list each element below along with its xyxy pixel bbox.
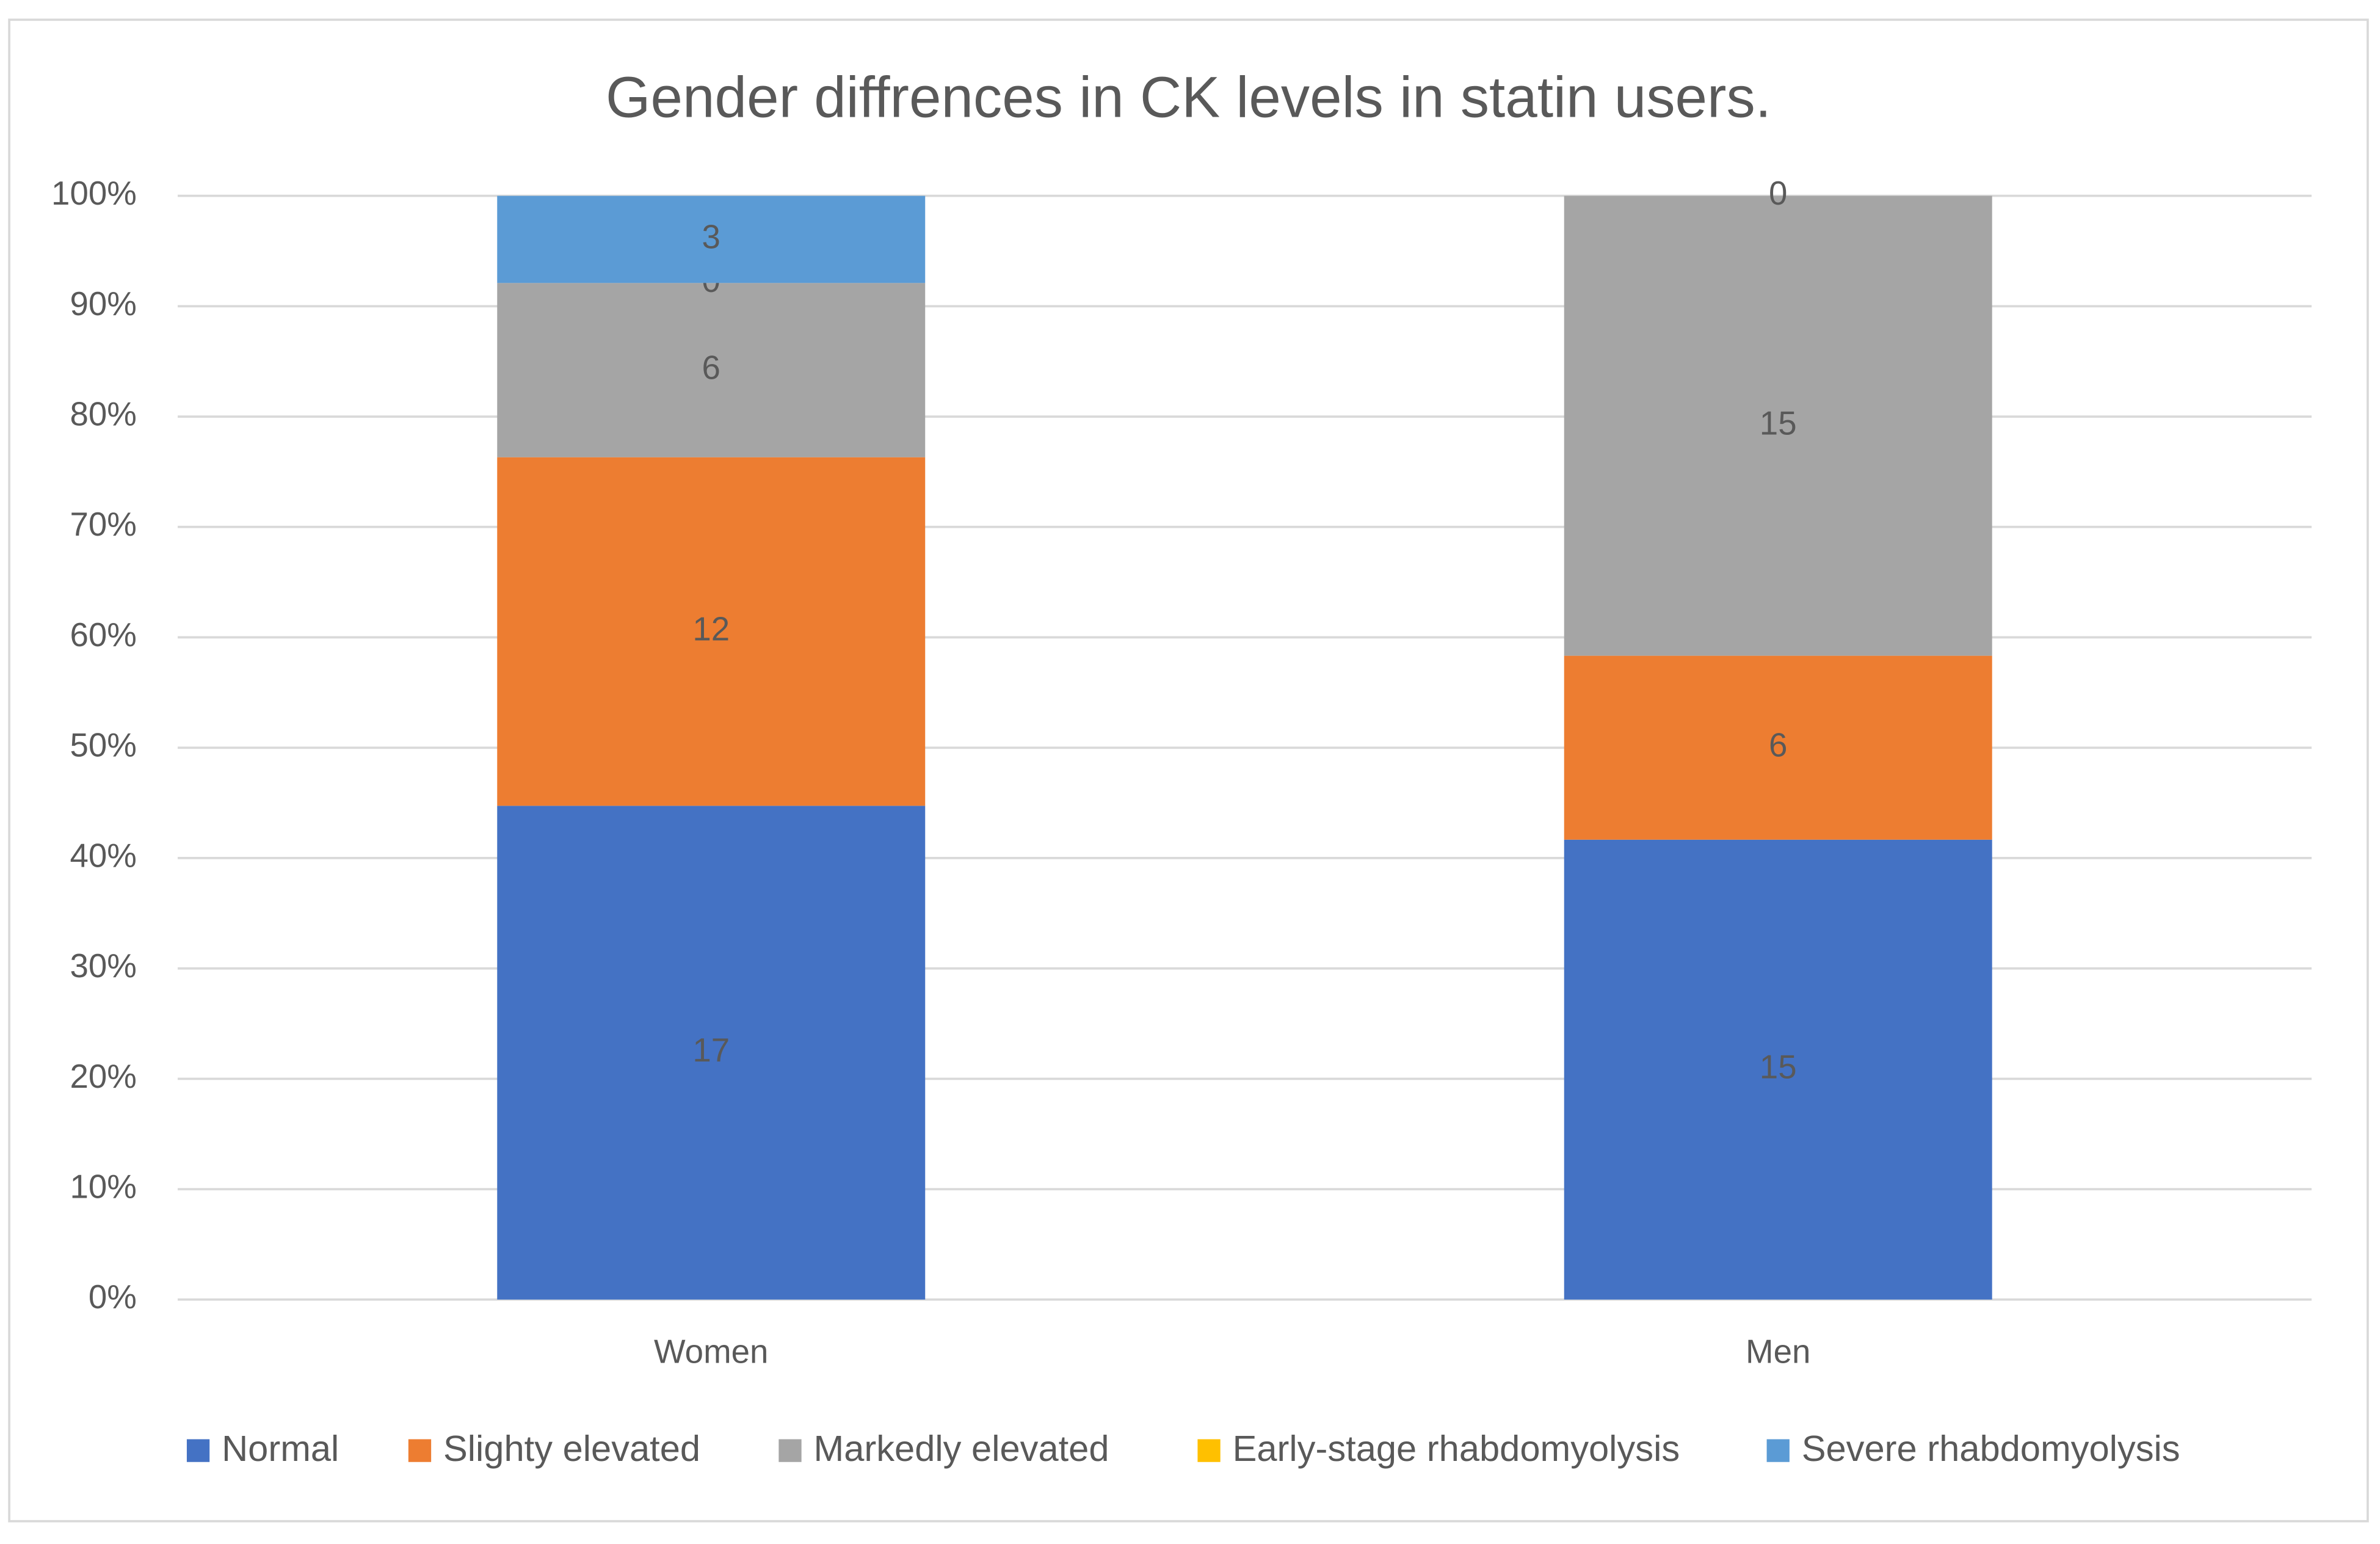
y-tick-label: 100%	[51, 174, 137, 212]
y-tick-label: 90%	[70, 285, 136, 322]
y-tick-label: 40%	[70, 836, 136, 874]
y-tick-label: 30%	[70, 947, 136, 985]
legend-label: Early-stage rhabdomyolysis	[1233, 1428, 1680, 1469]
y-tick-label: 70%	[70, 505, 136, 543]
legend-marker	[1766, 1439, 1790, 1462]
y-tick-label: 10%	[70, 1167, 136, 1205]
data-label: 17	[692, 1031, 730, 1069]
y-tick-label: 80%	[70, 395, 136, 433]
legend-marker	[186, 1439, 210, 1462]
y-tick-label: 0%	[89, 1278, 137, 1316]
bar-segment	[1564, 195, 1992, 656]
data-label: 15	[1760, 404, 1797, 442]
legend-marker	[408, 1439, 432, 1462]
y-tick-label: 60%	[70, 616, 136, 654]
data-label: 15	[1760, 1048, 1797, 1086]
data-label: 3	[702, 217, 720, 255]
legend-marker	[1197, 1439, 1221, 1462]
legend-label: Normal	[222, 1428, 339, 1469]
legend-marker	[778, 1439, 802, 1462]
bar-segment	[497, 283, 926, 457]
bar-segment	[1564, 839, 1992, 1300]
data-label: 0	[1769, 174, 1787, 212]
y-tick-label: 50%	[70, 726, 136, 764]
legend-label: Severe rhabdomyolysis	[1802, 1428, 2180, 1469]
chart-title: Gender diffrences in CK levels in statin…	[606, 65, 1771, 129]
bar-segment	[497, 457, 926, 806]
bar-segment	[497, 195, 926, 283]
legend-label: Markedly elevated	[814, 1428, 1109, 1469]
bar-segment	[1564, 655, 1992, 840]
x-tick-label: Men	[1746, 1333, 1810, 1371]
chart-border	[8, 18, 2369, 1523]
data-label: 6	[702, 348, 720, 386]
data-label: 12	[692, 610, 730, 647]
data-label: 6	[1769, 726, 1787, 764]
y-tick-label: 20%	[70, 1057, 136, 1095]
bar-segment	[497, 806, 926, 1300]
legend-label: Slighty elevated	[443, 1428, 700, 1469]
x-tick-label: Women	[654, 1333, 768, 1371]
